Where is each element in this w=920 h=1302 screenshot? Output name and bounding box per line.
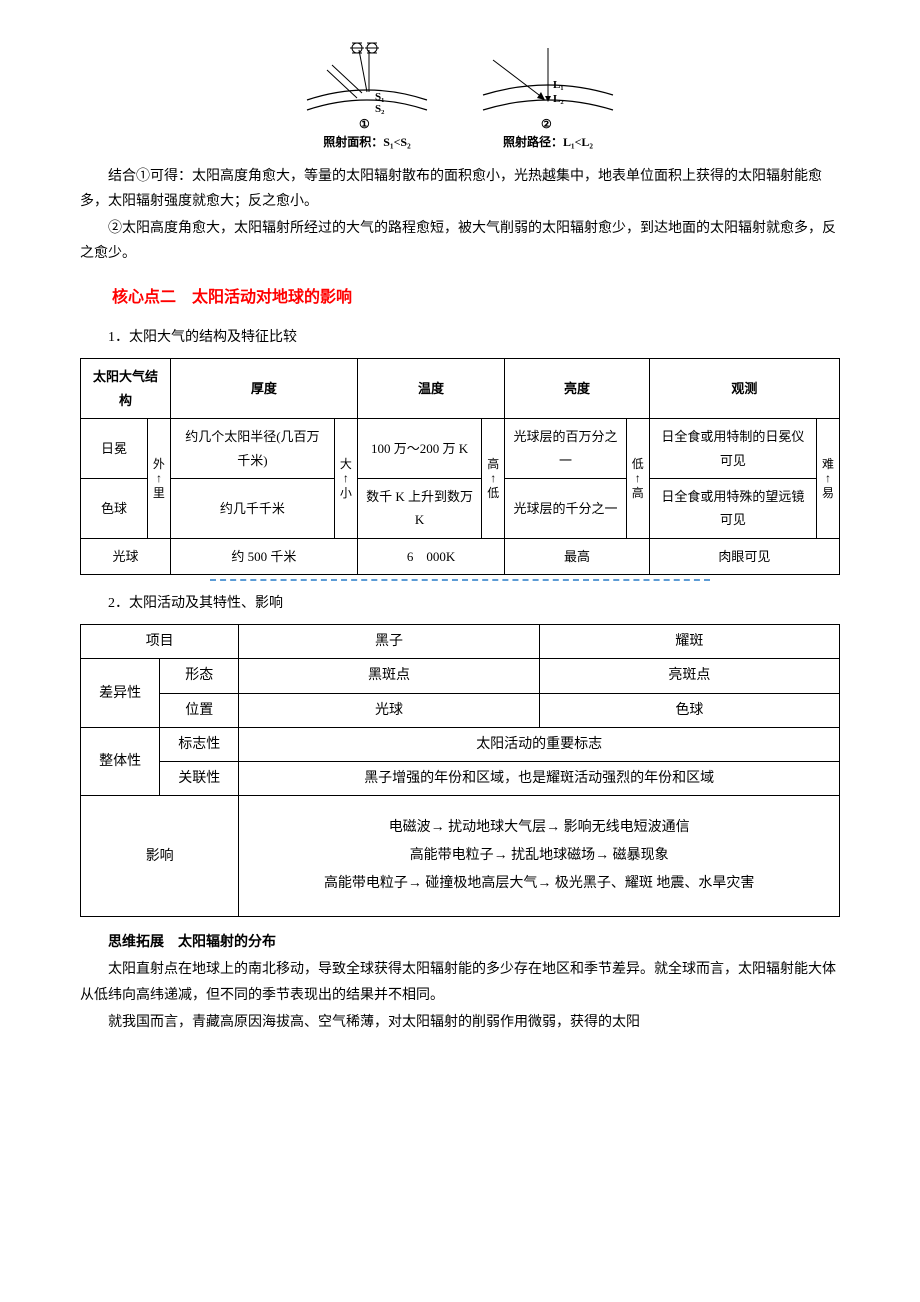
diagram-area-icon: S₁ S₂ ① (297, 40, 437, 130)
corona-bright: 光球层的百万分之一 (505, 419, 626, 479)
diag-l1: L₁ (553, 79, 564, 91)
diag-l2: L₂ (553, 93, 564, 105)
act-diff: 差异性 (81, 659, 160, 727)
row-photo-label: 光球 (81, 538, 171, 574)
arrow-big-small: 大↑小 (334, 419, 357, 539)
diag-left-num: ① (359, 117, 370, 130)
act-pos: 位置 (160, 693, 239, 727)
paragraph-1: 结合①可得：太阳高度角愈大，等量的太阳辐射散布的面积愈小，光热越集中，地表单位面… (80, 164, 840, 214)
extension-p2: 就我国而言，青藏高原因海拔高、空气稀薄，对太阳辐射的削弱作用微弱，获得的太阳 (80, 1010, 840, 1035)
diag-right-num: ② (541, 117, 552, 130)
act-h-item: 项目 (81, 625, 239, 659)
diag-s2: S₂ (375, 103, 385, 115)
row-chromo-label: 色球 (81, 478, 148, 538)
col-temp: 温度 (357, 359, 504, 419)
section-2-title: 2．太阳活动及其特性、影响 (80, 591, 840, 616)
dashed-divider (210, 579, 710, 581)
diagram-row: S₁ S₂ ① 照射面积：S₁<S₂ L₁ L₂ ② 照射路径：L₁<L₂ (80, 40, 840, 154)
atmosphere-structure-table: 太阳大气结构 厚度 温度 亮度 观测 日冕 外↑里 约几个太阳半径(几百万千米)… (80, 358, 840, 575)
arrow-outer-inner: 外↑里 (147, 419, 170, 539)
arrow-low-high: 低↑高 (626, 419, 649, 539)
act-rel: 关联性 (160, 762, 239, 796)
act-shape-s: 黑斑点 (239, 659, 539, 693)
effect-line-3: 高能带电粒子→ 碰撞极地高层大气→ 极光黑子、耀斑 地震、水旱灾害 (247, 870, 831, 898)
act-effect-label: 影响 (81, 796, 239, 917)
diagram-right-caption: 照射路径：L₁<L₂ (473, 132, 623, 154)
diagram-left-caption: 照射面积：S₁<S₂ (297, 132, 437, 154)
act-pos-f: 色球 (539, 693, 839, 727)
act-h-sunspot: 黑子 (239, 625, 539, 659)
photo-obs: 肉眼可见 (649, 538, 839, 574)
diag-s1: S₁ (375, 91, 384, 103)
act-whole: 整体性 (81, 727, 160, 795)
corona-thick: 约几个太阳半径(几百万千米) (170, 419, 334, 479)
photo-temp: 6 000K (357, 538, 504, 574)
photo-bright: 最高 (505, 538, 649, 574)
chromo-thick: 约几千千米 (170, 478, 334, 538)
act-h-flare: 耀斑 (539, 625, 839, 659)
chromo-obs: 日全食或用特殊的望远镜可见 (649, 478, 816, 538)
act-shape-f: 亮斑点 (539, 659, 839, 693)
act-mark-v: 太阳活动的重要标志 (239, 727, 840, 761)
act-pos-s: 光球 (239, 693, 539, 727)
core-point-2-heading: 核心点二 太阳活动对地球的影响 (80, 284, 840, 313)
col-structure: 太阳大气结构 (81, 359, 171, 419)
effect-line-2: 高能带电粒子→ 扰乱地球磁场→ 磁暴现象 (247, 842, 831, 870)
chromo-bright: 光球层的千分之一 (505, 478, 626, 538)
arrow-high-low: 高↑低 (482, 419, 505, 539)
extension-heading: 思维拓展 太阳辐射的分布 (80, 929, 840, 955)
ext-heading-text: 思维拓展 太阳辐射的分布 (108, 933, 276, 949)
col-brightness: 亮度 (505, 359, 649, 419)
act-effect-content: 电磁波→ 扰动地球大气层→ 影响无线电短波通信 高能带电粒子→ 扰乱地球磁场→ … (239, 796, 840, 917)
chromo-temp: 数千 K 上升到数万 K (357, 478, 481, 538)
act-shape: 形态 (160, 659, 239, 693)
photo-thick: 约 500 千米 (170, 538, 357, 574)
row-corona-label: 日冕 (81, 419, 148, 479)
diagram-path-icon: L₁ L₂ ② (473, 40, 623, 130)
col-thickness: 厚度 (170, 359, 357, 419)
paragraph-2: ②太阳高度角愈大，太阳辐射所经过的大气的路程愈短，被大气削弱的太阳辐射愈少，到达… (80, 216, 840, 266)
extension-p1: 太阳直射点在地球上的南北移动，导致全球获得太阳辐射能的多少存在地区和季节差异。就… (80, 957, 840, 1007)
solar-activity-table: 项目 黑子 耀斑 差异性 形态 黑斑点 亮斑点 位置 光球 色球 整体性 标志性… (80, 624, 840, 917)
act-mark: 标志性 (160, 727, 239, 761)
act-rel-v: 黑子增强的年份和区域，也是耀斑活动强烈的年份和区域 (239, 762, 840, 796)
section-1-title: 1．太阳大气的结构及特征比较 (80, 325, 840, 350)
arrow-hard-easy: 难↑易 (817, 419, 840, 539)
effect-line-1: 电磁波→ 扰动地球大气层→ 影响无线电短波通信 (247, 814, 831, 842)
col-observe: 观测 (649, 359, 839, 419)
corona-obs: 日全食或用特制的日冕仪可见 (649, 419, 816, 479)
corona-temp: 100 万～200 万 K (357, 419, 481, 479)
